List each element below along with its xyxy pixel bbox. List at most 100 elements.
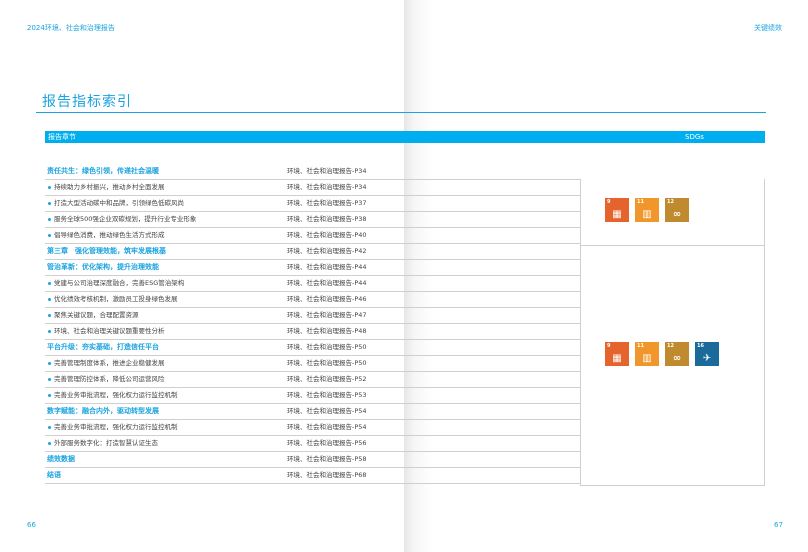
chapter-text: 数字赋能：融合内外，驱动转型发展 xyxy=(47,407,159,415)
page-reference: 环境、社会和治理报告-P56 xyxy=(287,439,367,447)
page-reference: 环境、社会和治理报告-P54 xyxy=(287,423,367,431)
sdg-number: 11 xyxy=(637,343,644,349)
bullet-icon xyxy=(48,393,51,397)
chapter-text: 管治革新：优化架构，提升治理效能 xyxy=(47,263,159,271)
sdg-number: 16 xyxy=(697,343,704,349)
bullet-icon xyxy=(48,201,51,205)
bullet-icon xyxy=(48,217,51,221)
table-row: 服务全球500强企业双碳规划，提升行业专业形象 环境、社会和治理报告-P38 xyxy=(45,212,580,228)
page-reference: 环境、社会和治理报告-P54 xyxy=(287,407,367,415)
table-row: 完善业务审批流程，强化权力运行监控机制 环境、社会和治理报告-P54 xyxy=(45,420,580,436)
chapter-text: 完善业务审批流程，强化权力运行监控机制 xyxy=(48,388,178,403)
sdg-cell: 9 ▦ 11 ▥ 12 ∞ xyxy=(580,179,765,246)
chapter-text: 优化绩效考核机制，激励员工投身绿色发展 xyxy=(48,292,178,307)
column-header-sdgs: SDGs xyxy=(685,133,704,141)
chapter-text: 党建与公司治理深度融合，完善ESG管治架构 xyxy=(48,276,184,291)
chapter-text: 第三章 强化管理效能，筑牢发展根基 xyxy=(47,247,166,255)
table-row: 优化绩效考核机制，激励员工投身绿色发展 环境、社会和治理报告-P46 xyxy=(45,292,580,308)
page-reference: 环境、社会和治理报告-P37 xyxy=(287,199,367,207)
bullet-icon xyxy=(48,297,51,301)
table-row: 平台升级：夯实基础，打造信任平台 环境、社会和治理报告-P50 xyxy=(45,340,580,356)
page-reference: 环境、社会和治理报告-P46 xyxy=(287,295,367,303)
page-reference: 环境、社会和治理报告-P48 xyxy=(287,327,367,335)
page-reference: 环境、社会和治理报告-P50 xyxy=(287,343,367,351)
bullet-icon xyxy=(48,313,51,317)
chapter-text: 倡导绿色消费，推动绿色生活方式形成 xyxy=(48,228,165,243)
table-row: 管治革新：优化架构，提升治理效能 环境、社会和治理报告-P44 xyxy=(45,260,580,276)
dove-icon: ✈ xyxy=(702,353,712,364)
sdg-12-badge: 12 ∞ xyxy=(665,198,689,222)
sdg-number: 9 xyxy=(607,199,611,205)
sdg-number: 12 xyxy=(667,343,674,349)
table-row: 结语 环境、社会和治理报告-P68 xyxy=(45,468,580,484)
sdg-number: 12 xyxy=(667,199,674,205)
sdg-11-badge: 11 ▥ xyxy=(635,342,659,366)
bullet-icon xyxy=(48,281,51,285)
table-row: 绩效数据 环境、社会和治理报告-P58 xyxy=(45,452,580,468)
sdg-9-badge: 9 ▦ xyxy=(605,342,629,366)
industry-icon: ▦ xyxy=(612,353,622,364)
table-row: 责任共生：绿色引领，传递社会温暖 环境、社会和治理报告-P34 xyxy=(45,164,580,180)
table-row: 第三章 强化管理效能，筑牢发展根基 环境、社会和治理报告-P42 xyxy=(45,244,580,260)
infinity-icon: ∞ xyxy=(672,209,682,220)
sdg-12-badge: 12 ∞ xyxy=(665,342,689,366)
page-reference: 环境、社会和治理报告-P44 xyxy=(287,263,367,271)
chapter-text: 持续助力乡村振兴，推动乡村全面发展 xyxy=(48,180,165,195)
bullet-icon xyxy=(48,441,51,445)
table-header: 报告章节 SDGs xyxy=(45,131,765,143)
chapter-text: 外部服务数字化：打造智慧认证生态 xyxy=(48,436,158,451)
page-reference: 环境、社会和治理报告-P68 xyxy=(287,471,367,479)
page-reference: 环境、社会和治理报告-P34 xyxy=(287,183,367,191)
page-reference: 环境、社会和治理报告-P34 xyxy=(287,167,367,175)
page-reference: 环境、社会和治理报告-P52 xyxy=(287,375,367,383)
page-title: 报告指标索引 xyxy=(42,94,132,110)
table-row: 党建与公司治理深度融合，完善ESG管治架构 环境、社会和治理报告-P44 xyxy=(45,276,580,292)
table-row: 持续助力乡村振兴，推动乡村全面发展 环境、社会和治理报告-P34 xyxy=(45,180,580,196)
table-row: 完善管理防控体系，降低公司运营风险 环境、社会和治理报告-P52 xyxy=(45,372,580,388)
chapter-text: 聚焦关键议题，合理配置资源 xyxy=(48,308,139,323)
bullet-icon xyxy=(48,233,51,237)
chapter-text: 完善管理防控体系，降低公司运营风险 xyxy=(48,372,165,387)
sdg-11-badge: 11 ▥ xyxy=(635,198,659,222)
chapter-text: 绩效数据 xyxy=(47,455,75,463)
bullet-icon xyxy=(48,329,51,333)
chapter-text: 完善业务审批流程，强化权力运行监控机制 xyxy=(48,420,178,435)
city-icon: ▥ xyxy=(642,353,652,364)
infinity-icon: ∞ xyxy=(672,353,682,364)
table-row: 数字赋能：融合内外，驱动转型发展 环境、社会和治理报告-P54 xyxy=(45,404,580,420)
section-header: 关键绩效 xyxy=(754,24,782,32)
page-reference: 环境、社会和治理报告-P47 xyxy=(287,311,367,319)
chapter-text: 完善管理制度体系，推进企业稳健发展 xyxy=(48,356,165,371)
page-reference: 环境、社会和治理报告-P53 xyxy=(287,391,367,399)
chapter-text: 结语 xyxy=(47,471,61,479)
page-reference: 环境、社会和治理报告-P38 xyxy=(287,215,367,223)
table-row: 完善管理制度体系，推进企业稳健发展 环境、社会和治理报告-P50 xyxy=(45,356,580,372)
table-row: 倡导绿色消费，推动绿色生活方式形成 环境、社会和治理报告-P40 xyxy=(45,228,580,244)
city-icon: ▥ xyxy=(642,209,652,220)
industry-icon: ▦ xyxy=(612,209,622,220)
report-header: 2024环境、社会和治理报告 xyxy=(27,24,115,32)
sdg-cell: 9 ▦ 11 ▥ 12 ∞ 16 ✈ xyxy=(580,246,765,486)
bullet-icon xyxy=(48,185,51,189)
page-reference: 环境、社会和治理报告-P44 xyxy=(287,279,367,287)
chapter-text: 打造大型活动碳中和品牌，引领绿色低碳风尚 xyxy=(48,196,184,211)
chapter-text: 责任共生：绿色引领，传递社会温暖 xyxy=(47,167,159,175)
sdg-16-badge: 16 ✈ xyxy=(695,342,719,366)
bullet-icon xyxy=(48,425,51,429)
title-divider xyxy=(36,112,766,113)
column-header-chapter: 报告章节 xyxy=(48,133,76,141)
table-row: 打造大型活动碳中和品牌，引领绿色低碳风尚 环境、社会和治理报告-P37 xyxy=(45,196,580,212)
page-number-left: 66 xyxy=(27,521,36,529)
chapter-text: 环境、社会和治理关键议题重要性分析 xyxy=(48,324,165,339)
bullet-icon xyxy=(48,377,51,381)
chapter-text: 平台升级：夯实基础，打造信任平台 xyxy=(47,343,159,351)
left-page xyxy=(0,0,404,552)
table-row: 聚焦关键议题，合理配置资源 环境、社会和治理报告-P47 xyxy=(45,308,580,324)
page-reference: 环境、社会和治理报告-P50 xyxy=(287,359,367,367)
table-row: 完善业务审批流程，强化权力运行监控机制 环境、社会和治理报告-P53 xyxy=(45,388,580,404)
page-reference: 环境、社会和治理报告-P58 xyxy=(287,455,367,463)
page-reference: 环境、社会和治理报告-P40 xyxy=(287,231,367,239)
sdg-9-badge: 9 ▦ xyxy=(605,198,629,222)
sdg-number: 11 xyxy=(637,199,644,205)
table-row: 环境、社会和治理关键议题重要性分析 环境、社会和治理报告-P48 xyxy=(45,324,580,340)
